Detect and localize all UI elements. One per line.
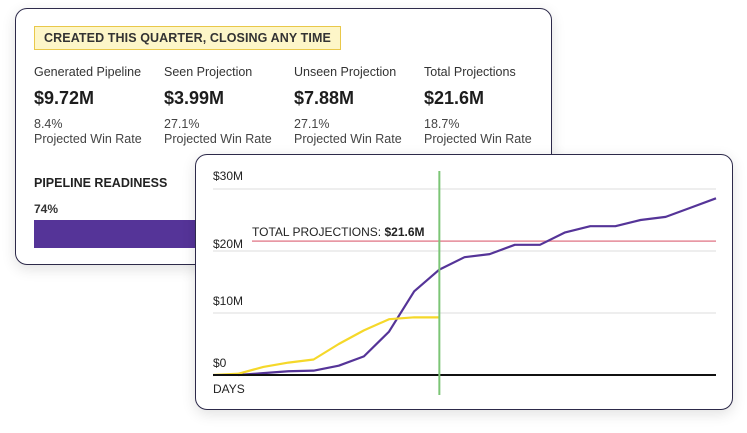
metric-rate-percent: 8.4% — [34, 117, 63, 131]
projection-chart-card: $30M $20M $10M $0 DAYS TOTAL PROJECTIONS… — [195, 154, 733, 410]
metric-rate-percent: 18.7% — [424, 117, 460, 131]
metric-total-projections: Total Projections $21.6M 18.7% Projected… — [424, 65, 554, 147]
metric-rate-percent: 27.1% — [164, 117, 200, 131]
metric-value: $9.72M — [34, 88, 95, 108]
metric-value: $3.99M — [164, 88, 225, 108]
metric-label: Unseen Projection — [294, 65, 397, 79]
x-axis-label: DAYS — [213, 382, 245, 396]
metric-rate-label: Projected Win Rate — [294, 132, 402, 146]
metric-generated-pipeline: Generated Pipeline $9.72M 8.4% Projected… — [34, 65, 164, 147]
metric-label: Total Projections — [424, 65, 516, 79]
series-line-actual — [212, 316, 440, 377]
reference-line-label: TOTAL PROJECTIONS: $21.6M — [252, 225, 425, 239]
projection-line-chart — [212, 171, 717, 395]
metric-rate-label: Projected Win Rate — [34, 132, 142, 146]
series-line-projection — [238, 197, 717, 377]
metric-label: Seen Projection — [164, 65, 253, 79]
reference-label-prefix: TOTAL PROJECTIONS: — [252, 225, 382, 239]
y-tick-label: $30M — [213, 169, 244, 183]
metric-unseen-projection: Unseen Projection $7.88M 27.1% Projected… — [294, 65, 424, 147]
y-tick-label: $10M — [213, 294, 244, 308]
metric-rate-label: Projected Win Rate — [164, 132, 272, 146]
metric-value: $7.88M — [294, 88, 355, 108]
metric-rate-label: Projected Win Rate — [424, 132, 532, 146]
metric-seen-projection: Seen Projection $3.99M 27.1% Projected W… — [164, 65, 294, 147]
y-tick-label: $20M — [213, 237, 244, 251]
metric-rate-percent: 27.1% — [294, 117, 330, 131]
readiness-title: PIPELINE READINESS — [34, 176, 168, 190]
y-tick-label: $0 — [213, 356, 227, 370]
period-filter-tag[interactable]: CREATED THIS QUARTER, CLOSING ANY TIME — [34, 26, 341, 50]
metric-label: Generated Pipeline — [34, 65, 142, 79]
readiness-percent: 74% — [34, 202, 59, 216]
metric-value: $21.6M — [424, 88, 485, 108]
reference-label-value: $21.6M — [384, 225, 425, 239]
